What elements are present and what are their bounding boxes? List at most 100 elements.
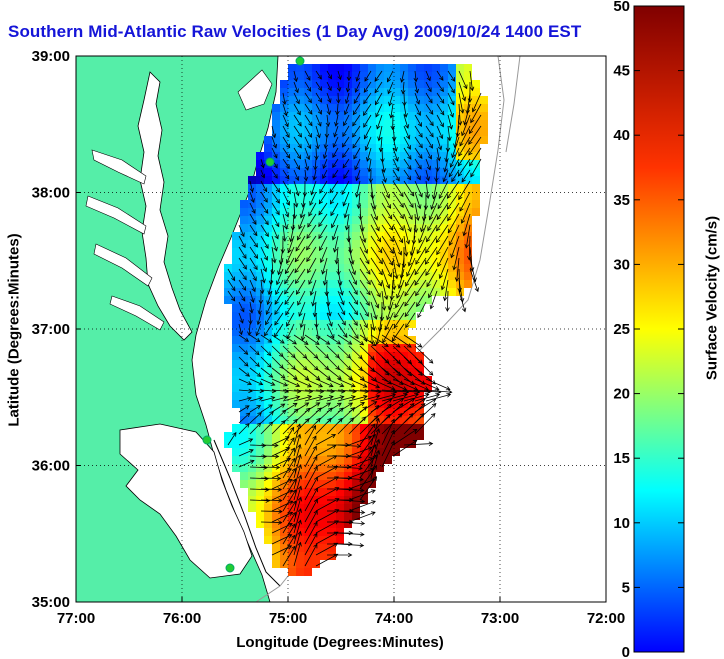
current-vector-arrow [392, 246, 401, 268]
velocity-cell [416, 224, 424, 232]
current-vector-arrow [403, 191, 414, 209]
velocity-cell [376, 376, 384, 384]
velocity-cell [392, 80, 400, 88]
velocity-cell [360, 256, 368, 264]
current-vector-arrow [264, 323, 273, 337]
velocity-cell [448, 264, 456, 272]
velocity-cell [296, 144, 304, 152]
current-vector-arrow [447, 202, 460, 222]
velocity-cell [232, 392, 240, 400]
velocity-cell [312, 344, 320, 352]
velocity-cell [424, 296, 432, 304]
velocity-cell [400, 384, 408, 392]
velocity-cell [448, 184, 456, 192]
velocity-cell [280, 136, 288, 144]
velocity-cell [360, 160, 368, 168]
current-vector-arrow [249, 396, 264, 402]
velocity-cell [280, 208, 288, 216]
current-vector-arrow [459, 125, 471, 147]
velocity-cell [352, 72, 360, 80]
velocity-cell [392, 64, 400, 72]
velocity-cell [280, 464, 288, 472]
velocity-cell [272, 392, 280, 400]
velocity-cell [264, 272, 272, 280]
velocity-cell [320, 400, 328, 408]
current-vector-arrow [425, 393, 452, 402]
velocity-cell [248, 432, 256, 440]
colorbar-tick-label: 0 [622, 644, 630, 659]
velocity-cell [312, 152, 320, 160]
velocity-cell [336, 536, 344, 544]
current-vector-arrow [381, 403, 404, 424]
velocity-cell [456, 72, 464, 80]
velocity-cell [360, 384, 368, 392]
current-vector-arrow [274, 301, 284, 315]
velocity-cell [352, 80, 360, 88]
velocity-cell [408, 320, 416, 328]
velocity-cell [240, 288, 248, 296]
velocity-cell [360, 168, 368, 176]
velocity-cell [336, 504, 344, 512]
velocity-cell [392, 400, 400, 408]
velocity-cell [400, 416, 408, 424]
velocity-cell [384, 272, 392, 280]
current-vector-arrow [271, 395, 288, 402]
velocity-cell [328, 240, 336, 248]
velocity-cell [352, 152, 360, 160]
velocity-cell [264, 312, 272, 320]
velocity-cell [384, 216, 392, 224]
current-vector-arrow [343, 169, 350, 180]
velocity-cell [256, 512, 264, 520]
current-vector-arrow [260, 202, 269, 214]
current-vector-arrow [381, 345, 401, 365]
velocity-cell [240, 448, 248, 456]
velocity-cell [296, 392, 304, 400]
velocity-cell [392, 352, 400, 360]
current-vector-arrow [392, 334, 412, 348]
velocity-cell [392, 184, 400, 192]
velocity-cell [440, 96, 448, 104]
velocity-cell [248, 416, 256, 424]
current-vector-arrow [370, 235, 383, 254]
velocity-cell [384, 408, 392, 416]
velocity-cell [336, 72, 344, 80]
velocity-cell [240, 480, 248, 488]
velocity-cell [248, 256, 256, 264]
current-vector-arrow [451, 169, 460, 183]
velocity-cell [280, 344, 288, 352]
current-vector-arrow [446, 191, 460, 210]
current-vector-arrow [447, 114, 453, 130]
current-vector-arrow [238, 268, 247, 281]
current-vector-arrow [403, 224, 411, 245]
velocity-cell [272, 416, 280, 424]
velocity-cell [248, 272, 256, 280]
velocity-cell [240, 440, 248, 448]
current-vector-arrow [304, 417, 321, 435]
current-vector-arrow [404, 290, 416, 307]
current-vector-arrow [348, 446, 373, 457]
velocity-cell [392, 232, 400, 240]
velocity-cell [384, 96, 392, 104]
current-vector-arrow [293, 453, 302, 479]
velocity-cell [256, 344, 264, 352]
velocity-cell [400, 104, 408, 112]
velocity-cell [264, 368, 272, 376]
velocity-cell [304, 96, 312, 104]
current-vector-arrow [271, 147, 278, 159]
velocity-cell [368, 232, 376, 240]
velocity-cell [344, 432, 352, 440]
current-vector-arrow [415, 279, 427, 297]
current-vector-arrow [336, 92, 341, 104]
current-vector-arrow [370, 257, 383, 276]
x-tick-label: 72:00 [587, 610, 625, 627]
velocity-cell [312, 504, 320, 512]
velocity-cell [304, 360, 312, 368]
velocity-cell [288, 440, 296, 448]
current-vector-arrow [260, 476, 282, 481]
velocity-cell [384, 328, 392, 336]
current-vector-arrow [438, 257, 449, 279]
velocity-cell [336, 528, 344, 536]
velocity-cell [272, 432, 280, 440]
current-vector-arrow [396, 279, 405, 299]
current-vector-arrow [326, 378, 345, 388]
